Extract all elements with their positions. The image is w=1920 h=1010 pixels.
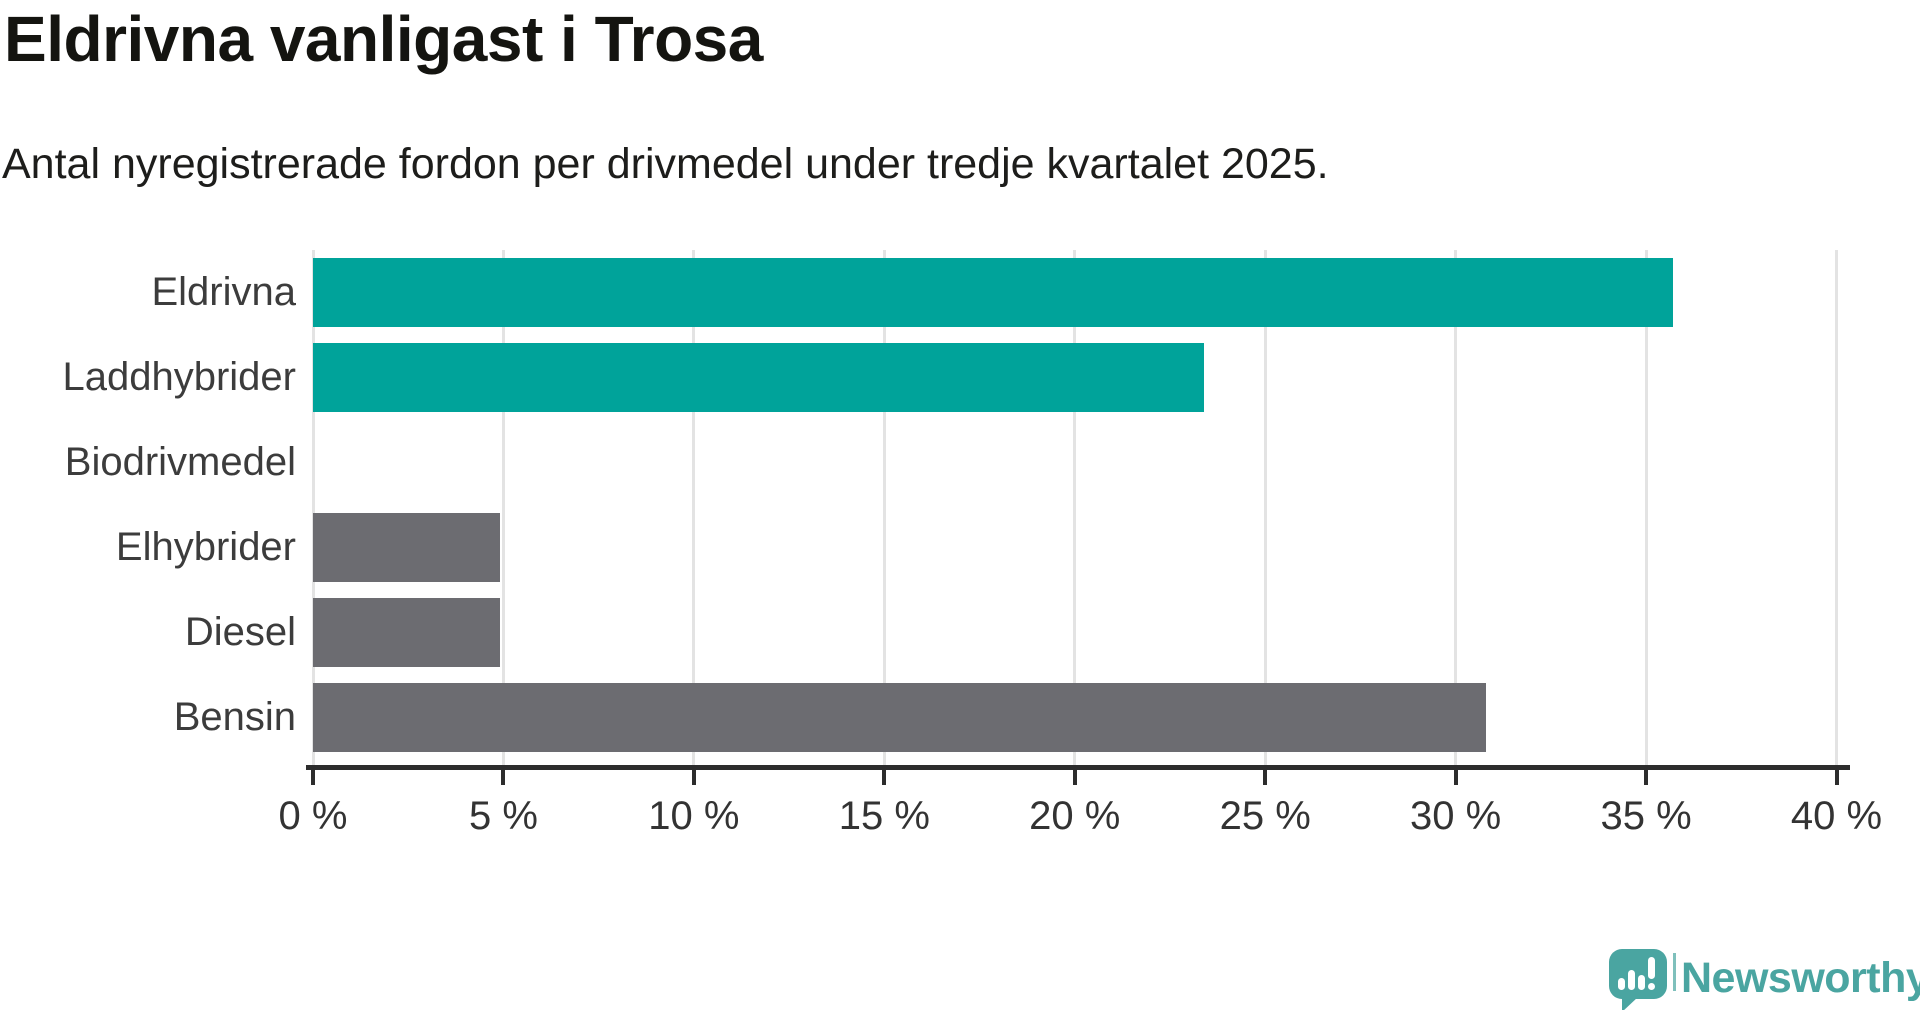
gridline [1073, 250, 1077, 765]
logo-text: Newsworthy [1681, 954, 1920, 1002]
x-axis-tick [1644, 770, 1649, 785]
newsworthy-logo: Newsworthy [1609, 948, 1920, 1010]
x-axis-tick-label: 30 % [1410, 794, 1502, 838]
x-axis-tick-label: 25 % [1219, 794, 1311, 838]
gridline [501, 250, 505, 765]
bar [313, 343, 1205, 412]
bar [313, 683, 1487, 752]
gridline [1644, 250, 1648, 765]
gridline [692, 250, 696, 765]
x-axis-tick-label: 40 % [1790, 794, 1883, 838]
category-label: Laddhybrider [62, 355, 297, 399]
gridline [311, 250, 315, 765]
gridline [882, 250, 886, 765]
logo-exclamation-dot-icon [1648, 983, 1655, 990]
x-axis-tick [1263, 770, 1268, 785]
logo-bar-icon [1628, 970, 1635, 990]
x-axis-tick [691, 770, 696, 785]
x-axis-tick-label: 5 % [468, 794, 538, 838]
logo-bar-icon [1618, 978, 1625, 990]
x-axis-tick-label: 10 % [648, 794, 740, 838]
gridline [1835, 250, 1838, 765]
newsworthy-bubble-icon [1609, 949, 1667, 999]
logo-bar-icon [1638, 975, 1645, 990]
gridline [1454, 250, 1458, 765]
logo-divider [1673, 953, 1676, 991]
category-label: Elhybrider [115, 525, 296, 569]
x-axis-tick [1072, 770, 1077, 785]
bar [313, 258, 1673, 327]
x-axis-tick-label: 15 % [838, 794, 930, 838]
logo-exclamation-icon [1648, 957, 1655, 979]
x-axis-tick [1453, 770, 1458, 785]
gridline [1263, 250, 1267, 765]
chart-subtitle: Antal nyregistrerade fordon per drivmede… [2, 140, 1329, 188]
bar [313, 598, 500, 667]
category-label: Diesel [184, 610, 296, 654]
logo-bubble-tail [1622, 997, 1638, 1010]
x-axis-tick-label: 0 % [278, 794, 348, 838]
category-label: Biodrivmedel [64, 440, 296, 484]
category-label: Eldrivna [151, 270, 296, 314]
category-label: Bensin [173, 695, 296, 739]
x-axis-tick [1834, 770, 1839, 785]
x-axis-line [306, 765, 1850, 770]
bar [313, 513, 500, 582]
x-axis-tick [311, 770, 315, 785]
x-axis-tick [501, 770, 506, 785]
chart-title: Eldrivna vanligast i Trosa [4, 3, 763, 75]
x-axis-tick-label: 35 % [1600, 794, 1692, 838]
x-axis-tick [882, 770, 887, 785]
x-axis-tick-label: 20 % [1029, 794, 1121, 838]
